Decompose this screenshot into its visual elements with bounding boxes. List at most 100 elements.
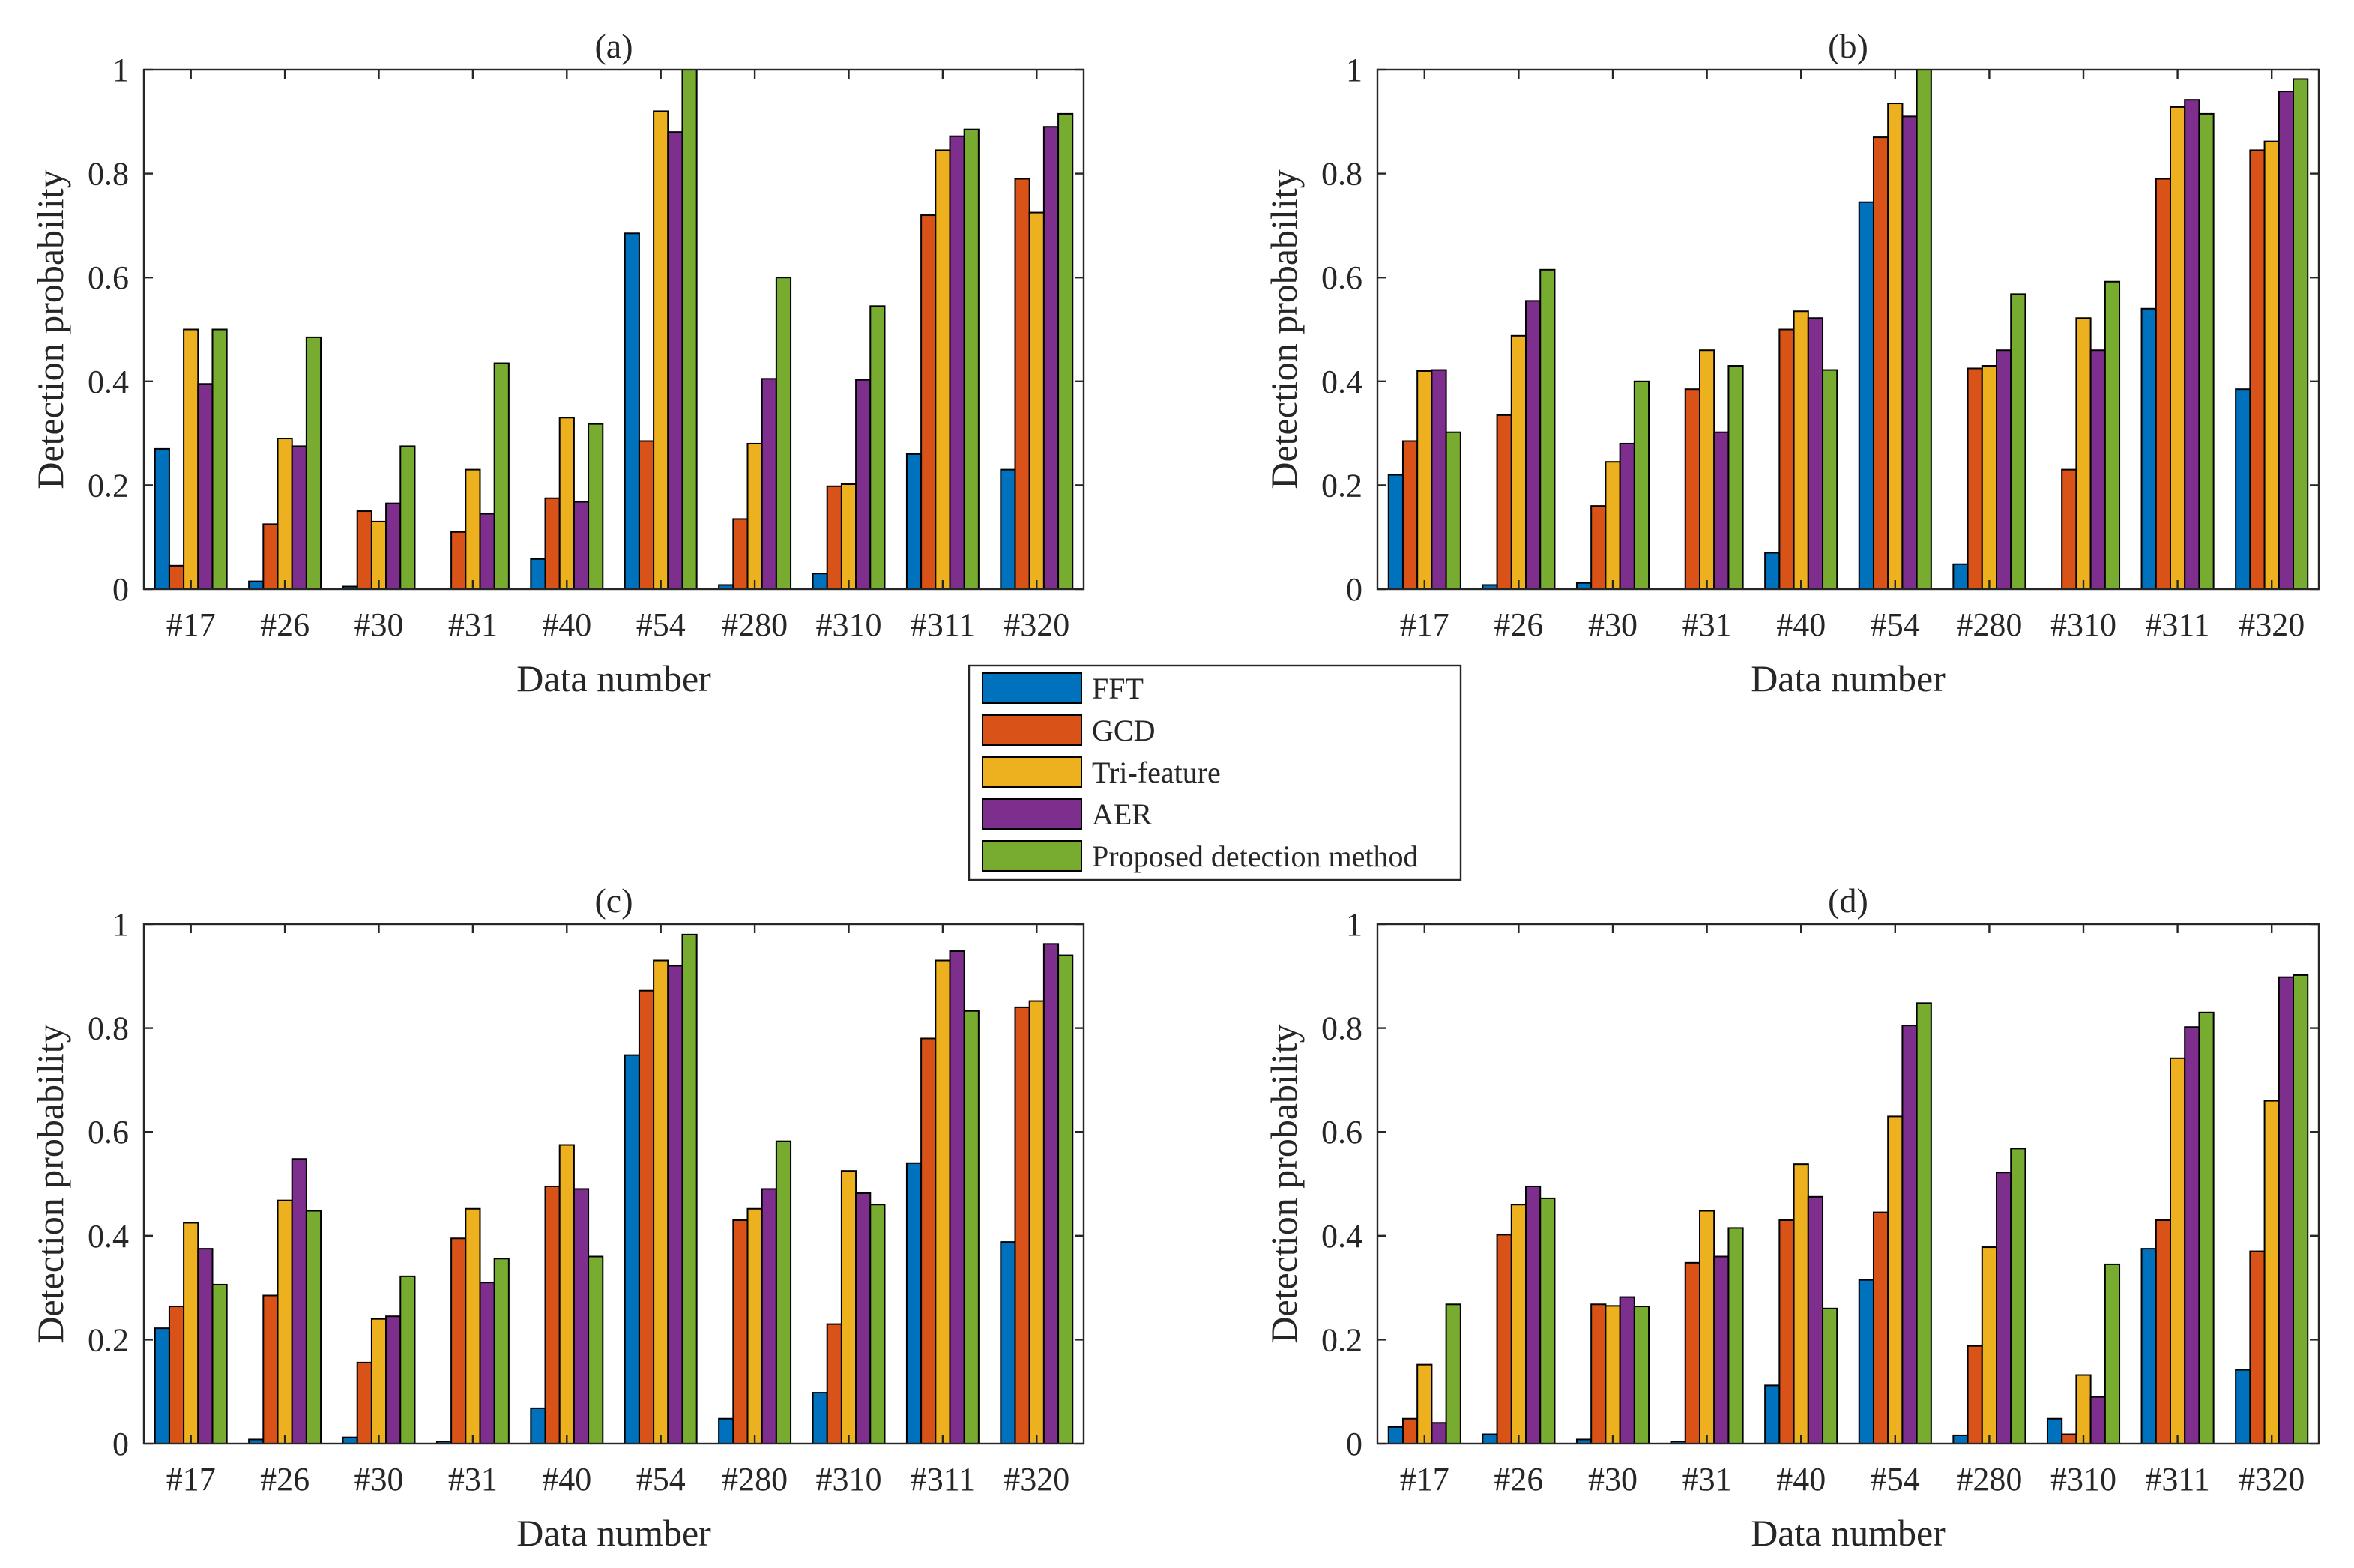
y-tick-label: 1 [112, 52, 129, 88]
y-tick-label: 0.2 [88, 467, 129, 504]
x-tick-label: #310 [2050, 606, 2116, 643]
bar-aer-26 [1525, 300, 1542, 590]
bar-proposed-detection-method-310 [869, 305, 886, 590]
bar-gcd-311 [2155, 178, 2171, 590]
bar-tri-feature-40 [558, 417, 575, 590]
y-tick-label: 0 [112, 1426, 129, 1462]
bar-gcd-311 [2155, 1219, 2171, 1444]
bar-proposed-detection-method-31 [493, 362, 510, 590]
x-tick-label: #320 [2239, 1461, 2305, 1498]
bar-proposed-detection-method-320 [2293, 974, 2309, 1444]
bar-gcd-280 [732, 1219, 749, 1444]
bar-gcd-280 [1967, 367, 1983, 590]
bar-tri-feature-26 [277, 438, 293, 591]
bar-proposed-detection-method-30 [399, 445, 416, 590]
x-tick-label: #320 [2239, 606, 2305, 643]
bar-aer-311 [949, 950, 965, 1444]
chart-title: (d) [1828, 881, 1868, 920]
bar-proposed-detection-method-17 [1445, 431, 1461, 590]
bar-fft-54 [624, 232, 640, 590]
x-tick-label: #31 [1682, 1461, 1732, 1498]
bar-aer-17 [1431, 1422, 1447, 1445]
legend-label: FFT [1092, 672, 1144, 705]
bar-proposed-detection-method-310 [2104, 280, 2121, 590]
legend-label: Proposed detection method [1092, 839, 1418, 873]
legend-label: GCD [1092, 714, 1155, 747]
bar-gcd-17 [1401, 440, 1419, 590]
bar-proposed-detection-method-17 [1445, 1303, 1461, 1444]
bar-tri-feature-311 [935, 149, 951, 591]
bar-tri-feature-54 [1887, 1115, 1904, 1445]
x-tick-label: #54 [636, 606, 686, 643]
bar-aer-31 [1713, 431, 1730, 590]
bar-aer-320 [2278, 91, 2295, 590]
bar-tri-feature-311 [935, 959, 951, 1444]
bar-fft-17 [154, 1327, 170, 1445]
bar-gcd-40 [1778, 328, 1795, 590]
bar-fft-40 [1764, 1384, 1781, 1445]
bar-gcd-54 [638, 440, 655, 590]
bar-aer-320 [2278, 976, 2295, 1445]
legend-swatch [982, 840, 1082, 872]
bar-fft-40 [530, 558, 546, 591]
bar-aer-30 [1619, 442, 1635, 591]
bar-proposed-detection-method-17 [211, 328, 228, 590]
x-tick-label: #31 [448, 1461, 498, 1498]
bar-aer-311 [2184, 1026, 2200, 1444]
bar-aer-310 [2089, 1396, 2106, 1445]
bar-proposed-detection-method-30 [399, 1275, 416, 1444]
bar-group [154, 69, 1074, 591]
x-tick-label: #26 [260, 1461, 310, 1498]
x-tick-label: #40 [542, 1461, 591, 1498]
bar-group [154, 933, 1074, 1445]
legend-swatch [982, 756, 1082, 788]
bar-tri-feature-280 [746, 1207, 763, 1445]
x-tick-label: #26 [1494, 1461, 1543, 1498]
bar-tri-feature-31 [465, 1207, 481, 1445]
bar-proposed-detection-method-30 [1633, 1306, 1650, 1444]
bar-proposed-detection-method-311 [2198, 1011, 2215, 1445]
y-tick-label: 1 [1346, 906, 1362, 943]
y-tick-label: 1 [112, 906, 129, 943]
bar-tri-feature-40 [558, 1144, 575, 1445]
y-tick-label: 0 [1346, 571, 1362, 608]
bar-aer-320 [1042, 943, 1060, 1444]
bar-proposed-detection-method-54 [681, 933, 698, 1444]
x-tick-label: #17 [1400, 1461, 1449, 1498]
bar-fft-30 [342, 1436, 358, 1444]
bar-aer-30 [1619, 1296, 1635, 1444]
bar-tri-feature-310 [2075, 317, 2092, 590]
bar-proposed-detection-method-280 [775, 1140, 792, 1444]
y-tick-label: 1 [1346, 52, 1362, 88]
x-tick-label: #311 [2145, 1461, 2209, 1498]
x-tick-label: #310 [816, 1461, 882, 1498]
x-tick-label: #310 [816, 606, 882, 643]
bar-aer-30 [385, 1315, 402, 1444]
bar-fft-17 [1387, 1426, 1404, 1444]
bar-fft-17 [154, 447, 170, 591]
bar-fft-40 [1764, 552, 1781, 590]
x-tick-label: #17 [166, 606, 216, 643]
y-tick-label: 0.8 [1321, 156, 1362, 193]
bar-aer-280 [761, 1188, 777, 1445]
bar-tri-feature-17 [183, 328, 199, 590]
chart-title: (b) [1828, 27, 1868, 65]
bar-gcd-31 [1684, 1261, 1700, 1445]
legend-swatch [982, 672, 1082, 704]
bar-tri-feature-280 [1981, 1246, 1998, 1445]
bar-tri-feature-320 [1028, 211, 1045, 590]
bar-aer-31 [479, 513, 495, 591]
y-axis-label: Detection probability [29, 1024, 71, 1343]
plot-frame [1376, 68, 2320, 591]
bar-fft-311 [905, 1162, 923, 1445]
bar-proposed-detection-method-30 [1633, 380, 1650, 590]
bar-tri-feature-31 [465, 468, 481, 590]
bar-proposed-detection-method-26 [1539, 1197, 1556, 1445]
y-tick-label: 0.8 [88, 156, 129, 193]
bar-gcd-320 [2249, 149, 2266, 591]
x-tick-label: #311 [911, 1461, 975, 1498]
bar-aer-54 [667, 965, 683, 1444]
y-tick-label: 0.6 [1321, 1114, 1362, 1151]
bar-gcd-310 [826, 485, 842, 591]
